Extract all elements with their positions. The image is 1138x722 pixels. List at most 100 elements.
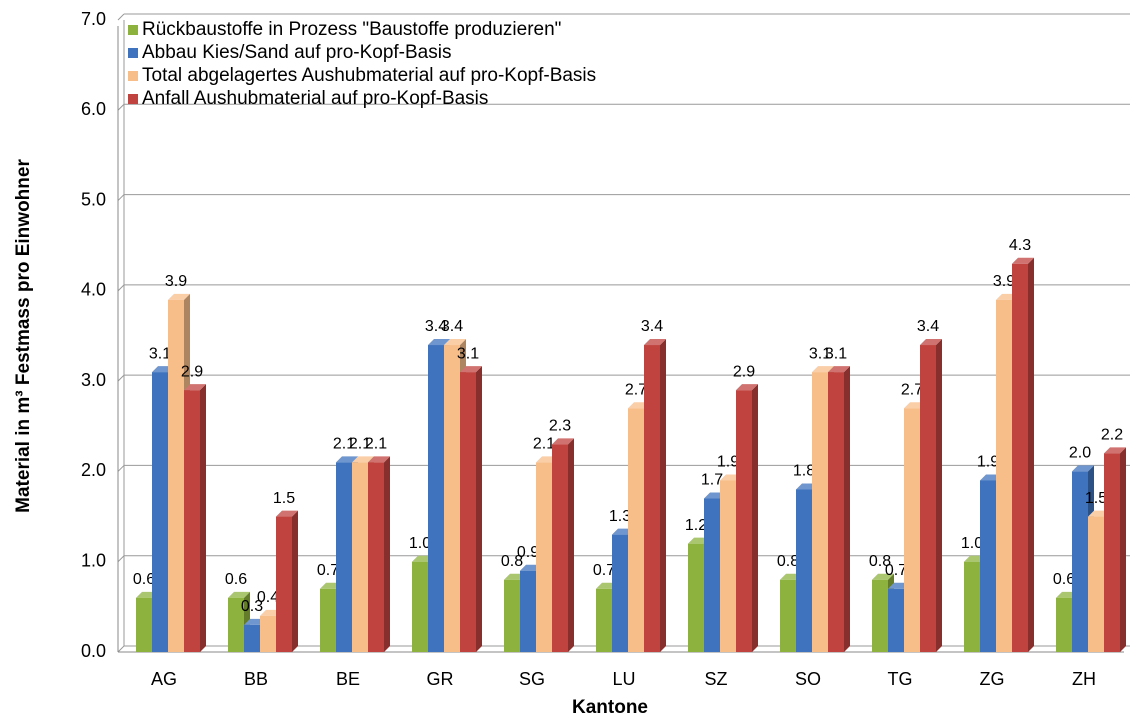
x-tick-label: GR	[427, 669, 454, 689]
data-label: 3.4	[917, 318, 939, 335]
data-label: 2.1	[365, 436, 387, 453]
bar	[136, 597, 152, 652]
bar	[720, 480, 736, 652]
bar-top	[1104, 447, 1126, 454]
bar-side	[844, 366, 850, 652]
bar	[736, 390, 752, 652]
bar-side	[568, 438, 574, 652]
bar	[320, 588, 336, 652]
x-tick-label: TG	[888, 669, 913, 689]
data-label: 0.6	[225, 571, 247, 588]
bar	[872, 579, 888, 652]
bar	[888, 588, 904, 652]
x-tick-label: SO	[795, 669, 821, 689]
bar	[920, 345, 936, 652]
bar-top	[872, 573, 894, 580]
data-label: 3.1	[457, 345, 479, 362]
bar-top	[336, 456, 358, 463]
bar	[276, 516, 292, 652]
bar	[596, 588, 612, 652]
data-label: 3.4	[641, 318, 663, 335]
data-label: 1.5	[273, 490, 295, 507]
bar-side	[384, 456, 390, 652]
data-label: 2.9	[733, 363, 755, 380]
data-label: 0.9	[517, 544, 539, 561]
data-label: 3.4	[441, 318, 463, 335]
bar-top	[736, 384, 758, 391]
bar-side	[936, 339, 942, 652]
y-tick-label: 2.0	[81, 460, 106, 480]
bar	[168, 299, 184, 652]
grid-line-depth	[117, 465, 125, 472]
bar-top	[812, 366, 834, 373]
data-label: 4.3	[1009, 237, 1031, 254]
bar-top	[228, 591, 250, 598]
bar-top	[552, 438, 574, 445]
bar-top	[428, 339, 450, 346]
data-label: 0.4	[257, 589, 279, 606]
bar	[980, 480, 996, 652]
y-tick-label: 5.0	[81, 189, 106, 209]
y-tick-label: 4.0	[81, 280, 106, 300]
bar-side	[292, 510, 298, 652]
bar	[520, 570, 536, 652]
bar	[412, 561, 428, 652]
data-label: 1.2	[685, 517, 707, 534]
bar	[504, 579, 520, 652]
data-label: 1.3	[609, 508, 631, 525]
grid-line-depth	[117, 374, 125, 382]
bar	[1012, 263, 1028, 652]
bar	[444, 345, 460, 652]
data-label: 0.8	[777, 553, 799, 570]
bar-top	[828, 366, 850, 373]
x-axis-title: Kantone	[572, 697, 648, 718]
bar	[996, 299, 1012, 652]
bar	[428, 345, 444, 652]
bar	[552, 444, 568, 652]
y-tick-label: 0.0	[81, 641, 106, 661]
grid-line-depth	[117, 645, 125, 653]
legend-label: Abbau Kies/Sand auf pro-Kopf-Basis	[142, 42, 451, 63]
x-tick-label: ZH	[1072, 669, 1096, 689]
data-label: 1.7	[701, 472, 723, 489]
y-tick-label: 1.0	[81, 550, 106, 570]
data-label: 3.1	[149, 345, 171, 362]
bar	[828, 372, 844, 652]
bar	[612, 534, 628, 652]
legend-label: Total abgelagertes Aushubmaterial auf pr…	[142, 65, 596, 86]
data-label: 1.9	[717, 454, 739, 471]
bar	[780, 579, 796, 652]
bar	[536, 462, 552, 652]
legend-label: Anfall Aushubmaterial auf pro-Kopf-Basis	[142, 88, 488, 109]
bar-top	[168, 293, 190, 300]
y-tick-label: 6.0	[81, 99, 106, 119]
y-tick-label: 7.0	[81, 9, 106, 29]
x-tick-label: AG	[151, 669, 177, 689]
grid-line-depth	[117, 194, 125, 201]
data-label: 2.1	[533, 436, 555, 453]
legend-swatch	[128, 25, 138, 35]
data-label: 3.9	[165, 273, 187, 290]
bar-top	[444, 339, 466, 346]
data-label: 0.6	[133, 571, 155, 588]
bar	[796, 489, 812, 652]
data-label: 0.3	[241, 598, 263, 615]
x-tick-label: BB	[244, 669, 268, 689]
data-label: 1.9	[977, 454, 999, 471]
bar-top	[920, 339, 942, 346]
bar	[1056, 597, 1072, 652]
x-tick-label: ZG	[980, 669, 1005, 689]
bar	[1104, 453, 1120, 652]
data-label: 0.7	[317, 562, 339, 579]
data-label: 1.8	[793, 463, 815, 480]
bar-top	[1012, 257, 1034, 264]
bar	[904, 408, 920, 652]
bar	[460, 372, 476, 652]
data-label: 0.7	[593, 562, 615, 579]
bar-side	[200, 384, 206, 652]
bar-top	[644, 339, 666, 346]
data-label: 0.8	[501, 553, 523, 570]
bar	[1072, 471, 1088, 652]
data-label: 1.5	[1085, 490, 1107, 507]
